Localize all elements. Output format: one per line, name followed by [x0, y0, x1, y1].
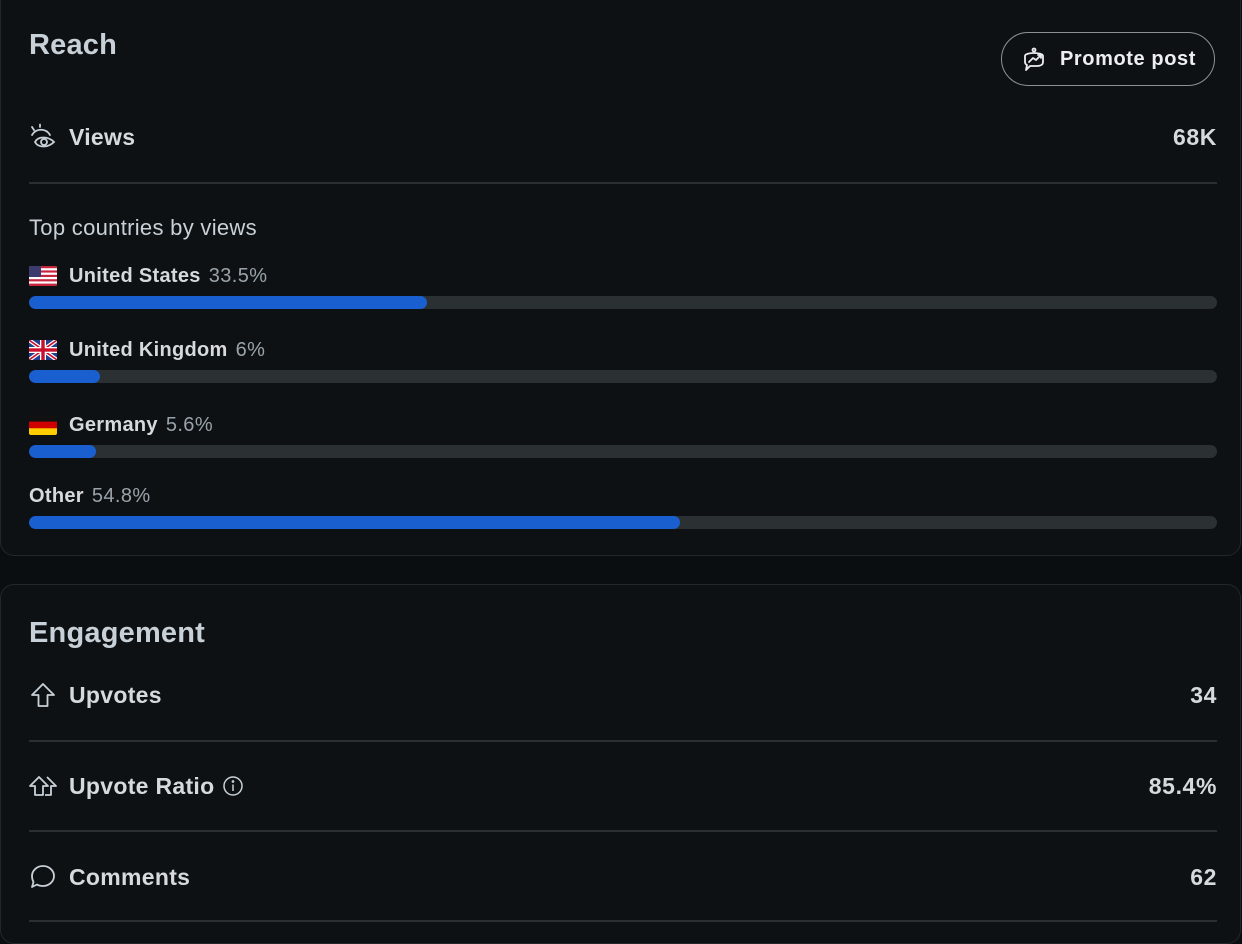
- country-name: Other: [29, 484, 84, 507]
- upvote-ratio-value: 85.4%: [1148, 772, 1217, 799]
- country-row-united-states: United States 33.5%: [29, 263, 1217, 313]
- countries-heading: Top countries by views: [29, 215, 257, 240]
- reach-title: Reach: [29, 29, 118, 61]
- comment-icon: [29, 863, 57, 891]
- upvotes-label: Upvotes: [69, 681, 162, 708]
- promote-post-label: Promote post: [1059, 47, 1197, 70]
- country-row-germany: Germany 5.6%: [29, 412, 1217, 462]
- upvote-ratio-label: Upvote Ratio: [69, 772, 215, 799]
- de-flag-icon: [29, 415, 57, 435]
- reach-card: Reach Promote post Views 68K Top countri…: [0, 0, 1241, 556]
- promote-post-button[interactable]: Promote post: [1001, 32, 1215, 86]
- country-percent: 6%: [235, 338, 266, 361]
- country-percent: 5.6%: [165, 413, 213, 436]
- comments-label: Comments: [69, 863, 191, 890]
- country-row-other: Other 54.8%: [29, 483, 1217, 533]
- engagement-card: Engagement Upvotes 34 Upvote Ratio 85.4%: [0, 584, 1241, 944]
- country-percent: 33.5%: [208, 264, 268, 287]
- country-percent: 54.8%: [91, 484, 151, 507]
- country-bar-track: [29, 370, 1217, 383]
- country-bar-fill: [29, 445, 96, 458]
- upvote-ratio-row: Upvote Ratio 85.4%: [29, 772, 1217, 800]
- engagement-title: Engagement: [29, 617, 206, 649]
- views-label: Views: [69, 123, 136, 150]
- upvotes-value: 34: [1190, 681, 1217, 708]
- country-name: Germany: [69, 413, 158, 436]
- divider: [29, 182, 1217, 184]
- views-row: Views 68K: [29, 123, 1217, 151]
- country-bar-fill: [29, 370, 101, 383]
- views-icon: [29, 123, 57, 151]
- divider: [29, 920, 1217, 922]
- info-icon[interactable]: [222, 775, 244, 797]
- country-bar-track: [29, 516, 1217, 529]
- country-row-united-kingdom: United Kingdom 6%: [29, 337, 1217, 387]
- country-bar-fill: [29, 296, 427, 309]
- us-flag-icon: [29, 266, 57, 286]
- comments-row: Comments 62: [29, 863, 1217, 891]
- upvote-icon: [29, 681, 57, 709]
- country-bar-track: [29, 296, 1217, 309]
- country-bar-track: [29, 445, 1217, 458]
- upvote-ratio-icon: [29, 772, 57, 800]
- divider: [29, 740, 1217, 742]
- upvotes-row: Upvotes 34: [29, 681, 1217, 709]
- views-value: 68K: [1173, 123, 1217, 150]
- country-bar-fill: [29, 516, 681, 529]
- uk-flag-icon: [29, 340, 57, 360]
- promote-icon: [1020, 45, 1048, 73]
- country-name: United States: [69, 264, 201, 287]
- divider: [29, 830, 1217, 832]
- country-name: United Kingdom: [69, 338, 228, 361]
- comments-value: 62: [1190, 863, 1217, 890]
